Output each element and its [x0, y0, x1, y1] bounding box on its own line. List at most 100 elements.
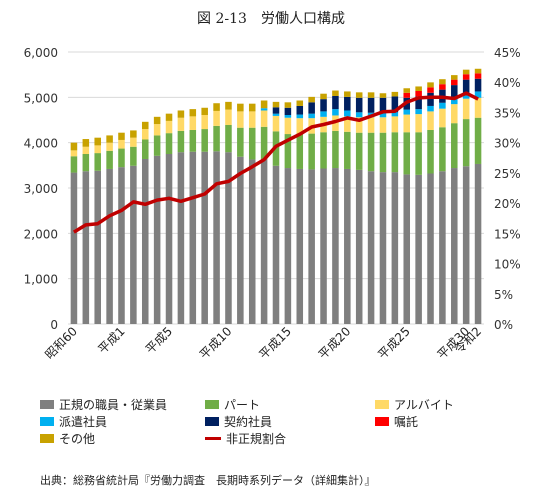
bar-segment [474, 91, 482, 98]
bar-segment [344, 131, 351, 169]
bar-segment [379, 93, 387, 98]
y2-tick-label: 40% [494, 76, 521, 90]
bar-segment [70, 142, 78, 151]
bar-segment [391, 112, 399, 117]
bar-segment [260, 110, 268, 127]
bar-segment [462, 119, 470, 167]
bar-segment [379, 113, 387, 118]
legend-item: アルバイト [375, 396, 454, 413]
bar-segment [165, 113, 173, 121]
bar-segment [70, 150, 78, 157]
bar-segment [332, 95, 339, 110]
bar-segment [141, 158, 149, 324]
bar-segment [248, 103, 256, 112]
bar-segment [189, 116, 197, 130]
bar-segment [474, 163, 482, 324]
bar-segment [415, 90, 422, 97]
bar-segment [284, 115, 292, 118]
bar-segment [474, 97, 482, 118]
bar-segment [82, 154, 90, 172]
bar-stacks [70, 68, 482, 324]
right-axis-ticks: 0% 5% 10% 15% 20% 25% 30% 35% 40% 45% [494, 46, 521, 332]
legend-swatch [205, 400, 219, 409]
bar-segment [225, 101, 232, 110]
bar-segment [320, 93, 327, 100]
bar-segment [391, 96, 399, 113]
legend-swatch [375, 400, 389, 409]
bar-segment [379, 97, 387, 114]
bar-segment [141, 139, 149, 159]
y2-tick-label: 25% [494, 167, 521, 181]
bar-segment [177, 152, 185, 324]
bar-segment [130, 137, 137, 147]
bar-segment [284, 117, 292, 135]
legend-swatch [205, 437, 221, 440]
bar-segment [332, 168, 339, 324]
bar-segment [344, 110, 351, 117]
bar-segment [355, 132, 363, 170]
ratio-line [72, 91, 479, 234]
y-tick-label: 3,000 [24, 182, 58, 196]
bar-segment [474, 73, 482, 79]
bar-segment [462, 79, 470, 93]
bar-segment [451, 79, 458, 86]
bar-segment [130, 165, 137, 324]
bar-segment [237, 103, 244, 112]
y2-tick-label: 10% [494, 258, 521, 272]
bar-segment [427, 129, 434, 174]
bar-segment [367, 117, 375, 133]
bar-segment [379, 172, 387, 324]
bar-segment [403, 174, 411, 324]
legend-label: 契約社員 [224, 415, 273, 429]
y-tick-label: 2,000 [24, 227, 58, 241]
bar-segment [355, 117, 363, 133]
bar-segment [439, 79, 446, 85]
bar-segment [94, 137, 101, 146]
bar-segment [260, 126, 268, 159]
y-tick-label: 6,000 [24, 46, 58, 60]
bar-segment [106, 135, 113, 143]
bar-segment [308, 169, 315, 324]
bar-segment [153, 135, 161, 156]
y2-tick-label: 20% [494, 197, 521, 211]
bar-segment [415, 114, 422, 133]
bar-segment [201, 129, 208, 152]
bar-segment [379, 117, 387, 133]
legend-item: 派遣社員 [40, 413, 107, 430]
bar-segment [94, 153, 101, 171]
bar-segment [391, 91, 399, 97]
bar-segment [451, 85, 458, 99]
bar-segment [189, 151, 197, 324]
x-tick-label: 平成15 [256, 324, 294, 362]
bar-segment [403, 92, 411, 98]
legend-item: その他 [40, 430, 95, 447]
bar-segment [415, 109, 422, 115]
bar-segment [237, 127, 244, 157]
bar-segment [272, 101, 280, 108]
y2-tick-label: 5% [494, 288, 513, 302]
bar-segment [165, 120, 173, 134]
bar-segment [82, 171, 90, 324]
bar-segment [344, 116, 351, 132]
bar-segment [427, 82, 434, 88]
bar-segment [308, 133, 315, 170]
bar-segment [189, 109, 197, 117]
bar-segment [284, 102, 292, 108]
bar-segment [451, 168, 458, 324]
bar-segment [474, 68, 482, 74]
bar-segment [141, 129, 149, 140]
legend-swatch [40, 434, 54, 443]
y2-tick-label: 15% [494, 227, 521, 241]
bar-segment [165, 133, 173, 154]
legend-label: アルバイト [394, 398, 454, 412]
left-axis-ticks: 0 1,000 2,000 3,000 4,000 5,000 6,000 [24, 46, 58, 332]
bar-segment [391, 132, 399, 173]
bar-segment [474, 78, 482, 92]
bar-segment [344, 91, 351, 97]
bar-segment [70, 172, 78, 324]
bar-segment [367, 92, 375, 98]
legend-label: 非正規割合 [226, 432, 287, 446]
legend-swatch [40, 400, 54, 409]
